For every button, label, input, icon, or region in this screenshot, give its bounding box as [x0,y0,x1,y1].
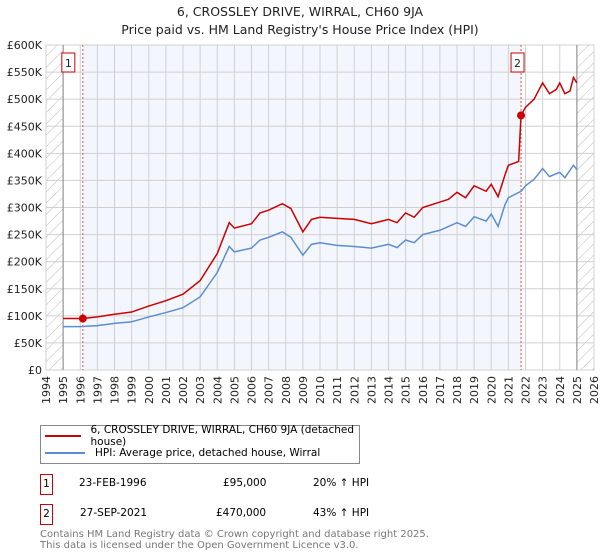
sale-date: 23-FEB-1996 [79,477,147,489]
x-tick-label: 1995 [57,376,70,404]
x-tick-label: 2005 [228,376,241,404]
x-tick-label: 2015 [400,376,413,404]
price-line [63,75,578,320]
x-tick-label: 1994 [40,376,53,404]
x-tick-label: 2018 [451,376,464,404]
annotation-label: 1 [65,57,72,70]
sale-row: 2 27-SEP-2021 £470,000 43% ↑ HPI [40,504,440,525]
y-tick-label: £50K [14,337,43,350]
sale-row: 1 23-FEB-1996 £95,000 20% ↑ HPI [40,474,440,495]
x-tick-label: 1997 [91,376,104,404]
sale-date: 27-SEP-2021 [80,507,148,519]
x-tick-label: 2000 [143,376,156,404]
x-tick-label: 2013 [365,376,378,404]
y-tick-label: £250K [7,229,43,242]
x-tick-label: 1998 [109,376,122,404]
x-tick-label: 2023 [537,376,550,404]
hpi-line [63,163,578,328]
x-tick-label: 2006 [246,376,259,404]
sale-hpi: 43% ↑ HPI [313,507,370,519]
legend-swatch-blue [45,452,85,454]
annotation-badge [61,52,76,73]
x-tick-label: 1999 [126,376,139,404]
legend-label: HPI: Average price, detached house, Wirr… [95,447,321,459]
sale-hpi: 20% ↑ HPI [313,477,370,489]
legend-item-price: 6, CROSSLEY DRIVE, WIRRAL, CH60 9JA (det… [45,424,359,448]
chart-subtitle: Price paid vs. HM Land Registry's House … [121,22,479,37]
sale-price: £470,000 [216,507,267,519]
y-tick-label: £600K [7,39,43,52]
x-tick-label: 2014 [383,376,396,404]
annotation-label: 2 [514,57,521,70]
chart-title: 6, CROSSLEY DRIVE, WIRRAL, CH60 9JA [176,4,424,19]
y-tick-label: £400K [7,147,43,160]
sale-point [78,314,87,323]
y-tick-label: £150K [7,283,43,296]
legend: 6, CROSSLEY DRIVE, WIRRAL, CH60 9JA (det… [40,424,360,464]
legend-swatch-red [45,435,81,437]
x-tick-label: 2024 [554,376,567,404]
y-tick-label: £300K [7,202,43,215]
x-tick-label: 2011 [331,376,344,404]
footer-line: Contains HM Land Registry data © Crown c… [40,529,429,540]
annotation-badge [510,52,525,73]
x-tick-label: 2019 [468,376,481,404]
legend-item-hpi: HPI: Average price, detached house, Wirr… [45,445,320,461]
legend-label: 6, CROSSLEY DRIVE, WIRRAL, CH60 9JA (det… [90,424,355,448]
x-tick-label: 2012 [348,376,361,404]
chart-plot: 1994 1995 1996 1997 1998 1999 2000 2001 2002 2003… [7,39,600,404]
sale-price: £95,000 [223,477,267,489]
x-tick-label: 2021 [502,376,515,404]
x-tick-label: 2026 [588,376,600,404]
x-tick-label: 2003 [194,376,207,404]
y-tick-label: £500K [7,93,43,106]
y-tick-label: £0 [28,364,42,377]
x-tick-label: 2002 [177,376,190,404]
x-tick-label: 2022 [520,376,533,404]
x-tick-label: 2008 [280,376,293,404]
sale-point [517,111,526,120]
x-tick-label: 2001 [160,376,173,404]
footer: Contains HM Land Registry data © Crown c… [40,529,429,551]
y-tick-label: £200K [7,256,43,269]
x-tick-label: 2009 [297,376,310,404]
y-tick-label: £550K [7,66,43,79]
sale-badge: 1 [40,474,53,495]
y-tick-label: £350K [7,174,43,187]
y-tick-label: £450K [7,120,43,133]
sale-badge: 2 [40,504,53,525]
footer-line: This data is licensed under the Open Gov… [40,540,359,551]
x-tick-label: 2007 [263,376,276,404]
x-tick-label: 2025 [571,376,584,404]
x-tick-label: 1996 [74,376,87,404]
x-tick-label: 2016 [417,376,430,404]
x-tick-label: 2020 [485,376,498,404]
x-tick-label: 2010 [314,376,327,404]
y-tick-label: £100K [7,310,43,323]
x-tick-label: 2004 [211,376,224,404]
x-tick-label: 2017 [434,376,447,404]
